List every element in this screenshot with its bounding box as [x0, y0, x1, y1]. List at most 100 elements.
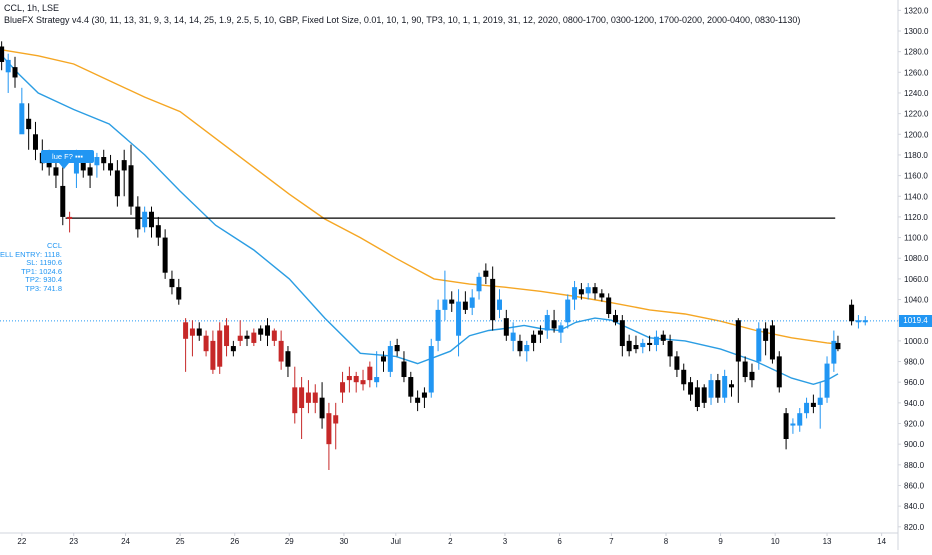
candle-body	[551, 320, 557, 329]
candle-body	[237, 335, 243, 341]
candle-body	[183, 322, 189, 339]
candle-body	[94, 157, 100, 166]
y-tick-label: 920.0	[904, 420, 925, 429]
last-price-badge: 1019.4	[899, 315, 932, 327]
candle	[0, 41, 5, 71]
candle-body	[729, 384, 735, 388]
y-tick-label: 960.0	[904, 378, 925, 387]
candle	[278, 330, 284, 370]
candle-body	[353, 375, 359, 383]
candle	[333, 402, 339, 450]
candle-body	[612, 315, 618, 323]
candle	[387, 340, 393, 378]
candle	[647, 335, 653, 352]
x-tick-label: 7	[609, 537, 614, 546]
candle-body	[640, 342, 646, 348]
x-tick-label: 25	[176, 537, 185, 546]
candle-body	[394, 345, 400, 352]
candle-body	[387, 346, 393, 372]
candle	[285, 346, 291, 378]
trade-entry: ELL ENTRY: 1118.8	[0, 250, 62, 259]
candle	[483, 263, 489, 285]
candle-body	[708, 380, 714, 398]
candle-body	[135, 206, 141, 230]
candle-body	[626, 340, 632, 352]
candle	[681, 363, 687, 391]
candle	[428, 338, 434, 398]
candle	[421, 387, 427, 409]
candle	[189, 320, 195, 357]
candle-body	[435, 309, 441, 341]
y-tick-label: 1320.0	[904, 6, 929, 15]
candle	[694, 380, 700, 412]
candle-body	[19, 103, 25, 135]
y-tick-label: 1200.0	[904, 130, 929, 139]
candle	[32, 121, 38, 161]
candle-body	[606, 297, 612, 315]
candle	[585, 283, 591, 300]
candle-body	[299, 387, 305, 409]
x-tick-label: 6	[557, 537, 562, 546]
candle-body	[340, 382, 346, 393]
candle-body	[80, 160, 86, 171]
candle-body	[510, 332, 516, 341]
candle-body	[258, 328, 264, 335]
candle-body	[421, 392, 427, 398]
candle-body	[578, 289, 584, 295]
candle	[394, 338, 400, 357]
candle-body	[217, 330, 223, 367]
candle	[824, 356, 830, 403]
candle	[101, 149, 107, 171]
candle-body	[804, 402, 810, 414]
y-tick-label: 1140.0	[904, 192, 928, 201]
candle-body	[5, 59, 11, 73]
candle	[749, 363, 755, 388]
candle-body	[660, 334, 666, 341]
candle	[490, 266, 496, 331]
y-tick-label: 860.0	[904, 481, 925, 490]
x-tick-label: 10	[771, 537, 780, 546]
candle	[578, 283, 584, 300]
candle	[415, 390, 421, 412]
strategy-legend[interactable]: BlueFX Strategy v4.4 (30, 11, 13, 31, 9,…	[4, 15, 801, 25]
candle	[176, 278, 182, 305]
candle	[258, 325, 264, 341]
candle	[817, 382, 823, 429]
candle-body	[203, 335, 209, 352]
candle	[619, 315, 625, 357]
entry-signal-pointer-icon	[59, 163, 69, 169]
candle	[203, 330, 209, 357]
candle-body	[524, 345, 530, 352]
candle-body	[60, 185, 66, 217]
candle-body	[490, 278, 496, 321]
y-tick-label: 900.0	[904, 440, 925, 449]
y-tick-label: 1160.0	[904, 172, 928, 181]
candle	[551, 309, 557, 333]
entry-signal-label[interactable]: lue F? ▪▪▪	[41, 150, 94, 163]
x-tick-label: 2	[448, 537, 453, 546]
candle-body	[462, 301, 468, 310]
candle-body	[667, 340, 673, 357]
candle	[831, 330, 837, 372]
candle	[599, 289, 605, 302]
candle	[537, 325, 543, 343]
candle	[224, 318, 230, 357]
x-tick-label: 30	[339, 537, 348, 546]
candle	[5, 53, 11, 93]
candle-body	[326, 413, 332, 445]
candle	[244, 330, 250, 347]
x-tick-label: 9	[718, 537, 723, 546]
candle-body	[849, 304, 855, 322]
x-tick-label: 22	[17, 537, 26, 546]
candle	[19, 87, 25, 135]
candle	[612, 309, 618, 326]
trade-tp1: TP1: 1024.6	[21, 267, 62, 276]
candle-body	[531, 334, 537, 343]
candle-body	[292, 387, 298, 414]
candle	[251, 328, 257, 347]
candle-body	[855, 320, 861, 323]
candle-body	[87, 167, 93, 176]
candle-body	[312, 392, 318, 403]
